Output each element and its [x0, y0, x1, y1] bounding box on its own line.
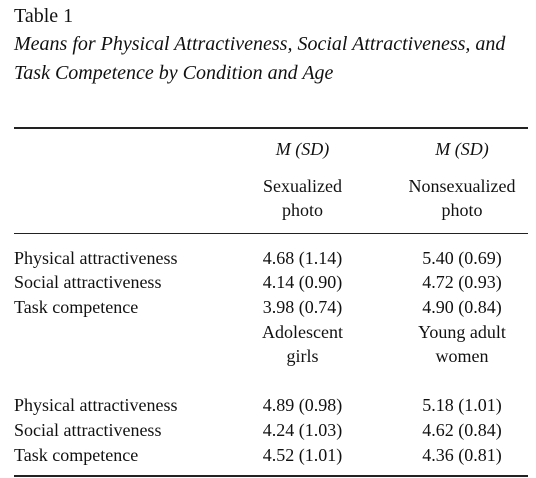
row-label: Physical attractiveness	[14, 395, 178, 415]
panel1-col2-header-line1: Nonsexualized	[408, 176, 516, 196]
cell-value: 4.72 (0.93)	[422, 272, 502, 292]
panel1-col2-header-line2: photo	[441, 200, 483, 220]
row-label: Social attractiveness	[14, 420, 162, 440]
table-caption: Means for Physical Attractiveness, Socia…	[14, 33, 506, 84]
panel2-col1-header-line1: Adolescent	[262, 322, 343, 342]
panel2-col1-header-line2: girls	[286, 346, 319, 366]
row-label: Task competence	[14, 297, 139, 317]
cell-value: 4.90 (0.84)	[422, 297, 502, 317]
row-label: Physical attractiveness	[14, 248, 178, 268]
row-label: Social attractiveness	[14, 272, 162, 292]
row-label: Task competence	[14, 445, 139, 465]
cell-value: 4.52 (1.01)	[262, 445, 343, 465]
cell-value: 4.68 (1.14)	[262, 248, 343, 268]
cell-value: 4.14 (0.90)	[262, 272, 343, 292]
cell-value: 4.24 (1.03)	[262, 420, 343, 440]
panel1-col1-header-line2: photo	[281, 200, 323, 220]
cell-value: 3.98 (0.74)	[262, 297, 343, 317]
panel2-col2-header-line2: women	[435, 346, 489, 366]
stat-header-1: M (SD)	[275, 139, 330, 159]
cell-value: 4.62 (0.84)	[422, 420, 502, 440]
cell-value: 4.36 (0.81)	[422, 445, 502, 465]
panel1-col1-header-line1: Sexualized	[263, 176, 342, 196]
top-rule	[14, 127, 528, 129]
panel2-col2-header-line1: Young adult	[418, 322, 506, 342]
table-label: Table 1	[14, 5, 74, 27]
header-rule	[14, 233, 528, 234]
cell-value: 4.89 (0.98)	[262, 395, 343, 415]
bottom-rule	[14, 475, 528, 477]
cell-value: 5.18 (1.01)	[422, 395, 502, 415]
cell-value: 5.40 (0.69)	[422, 248, 502, 268]
stat-header-2: M (SD)	[435, 139, 489, 159]
